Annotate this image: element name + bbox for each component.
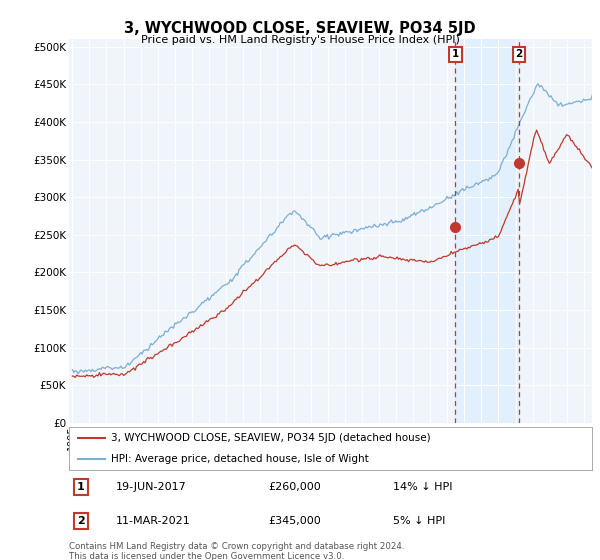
Text: 1: 1 [77, 482, 85, 492]
Text: Contains HM Land Registry data © Crown copyright and database right 2024.
This d: Contains HM Land Registry data © Crown c… [69, 542, 404, 560]
Bar [455, 39, 519, 423]
Text: 11-MAR-2021: 11-MAR-2021 [116, 516, 191, 526]
Text: £260,000: £260,000 [268, 482, 320, 492]
Text: 1: 1 [452, 49, 459, 59]
Text: 2: 2 [515, 49, 523, 59]
Text: 2: 2 [77, 516, 85, 526]
Text: 19-JUN-2017: 19-JUN-2017 [116, 482, 187, 492]
Text: HPI: Average price, detached house, Isle of Wight: HPI: Average price, detached house, Isle… [111, 455, 368, 464]
Text: 3, WYCHWOOD CLOSE, SEAVIEW, PO34 5JD: 3, WYCHWOOD CLOSE, SEAVIEW, PO34 5JD [124, 21, 476, 36]
Text: £345,000: £345,000 [268, 516, 320, 526]
Text: 5% ↓ HPI: 5% ↓ HPI [394, 516, 446, 526]
Text: 14% ↓ HPI: 14% ↓ HPI [394, 482, 453, 492]
Text: 3, WYCHWOOD CLOSE, SEAVIEW, PO34 5JD (detached house): 3, WYCHWOOD CLOSE, SEAVIEW, PO34 5JD (de… [111, 433, 430, 442]
Text: Price paid vs. HM Land Registry's House Price Index (HPI): Price paid vs. HM Land Registry's House … [140, 35, 460, 45]
